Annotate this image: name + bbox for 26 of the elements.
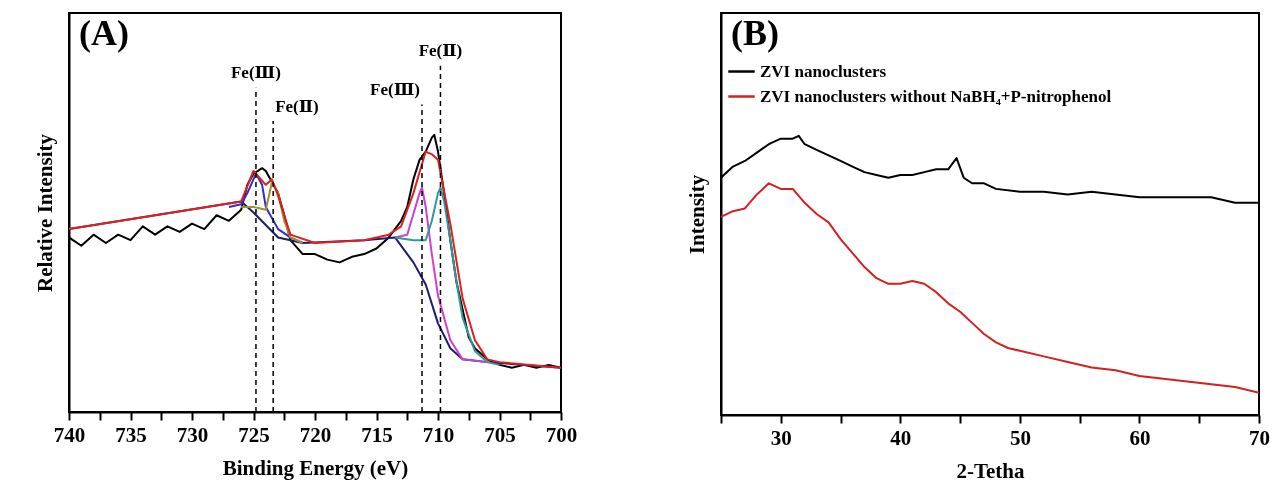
ref-line-label: Fe(Ⅱ)	[275, 96, 319, 116]
y-axis-title: Intensity	[684, 174, 709, 255]
x-tick-label: 730	[176, 422, 209, 447]
x-tick-label: 715	[361, 422, 393, 447]
x-tick-label: 60	[1129, 425, 1151, 450]
chart-title: (B)	[731, 13, 779, 53]
x-tick-label: 70	[1249, 425, 1270, 450]
ref-line-label: Fe(Ⅲ)	[230, 63, 281, 83]
x-tick-label: 725	[238, 422, 270, 447]
x-axis-title: 2-Tetha	[956, 458, 1026, 483]
x-tick-label: 705	[484, 422, 516, 447]
ref-line-label: Fe(Ⅱ)	[418, 41, 463, 61]
x-tick-label: 735	[115, 422, 147, 447]
x-axis-title: Binding Energy (eV)	[222, 455, 409, 480]
x-tick-label: 40	[890, 425, 912, 450]
x-tick-label: 50	[1009, 425, 1031, 450]
ref-line-label: Fe(Ⅲ)	[370, 79, 421, 99]
x-tick-label: 710	[422, 422, 455, 447]
x-tick-label: 700	[545, 422, 578, 447]
chart-title: (A)	[79, 13, 129, 53]
x-tick-label: 740	[53, 422, 86, 447]
legend-label: ZVI nanoclusters without NaBH₄+P-nitrophenol	[760, 86, 1112, 106]
x-tick-label: 30	[770, 425, 792, 450]
legend-label: ZVI nanoclusters	[760, 61, 887, 81]
y-axis-title: Relative Intensity	[32, 133, 57, 293]
x-tick-label: 720	[299, 422, 332, 447]
